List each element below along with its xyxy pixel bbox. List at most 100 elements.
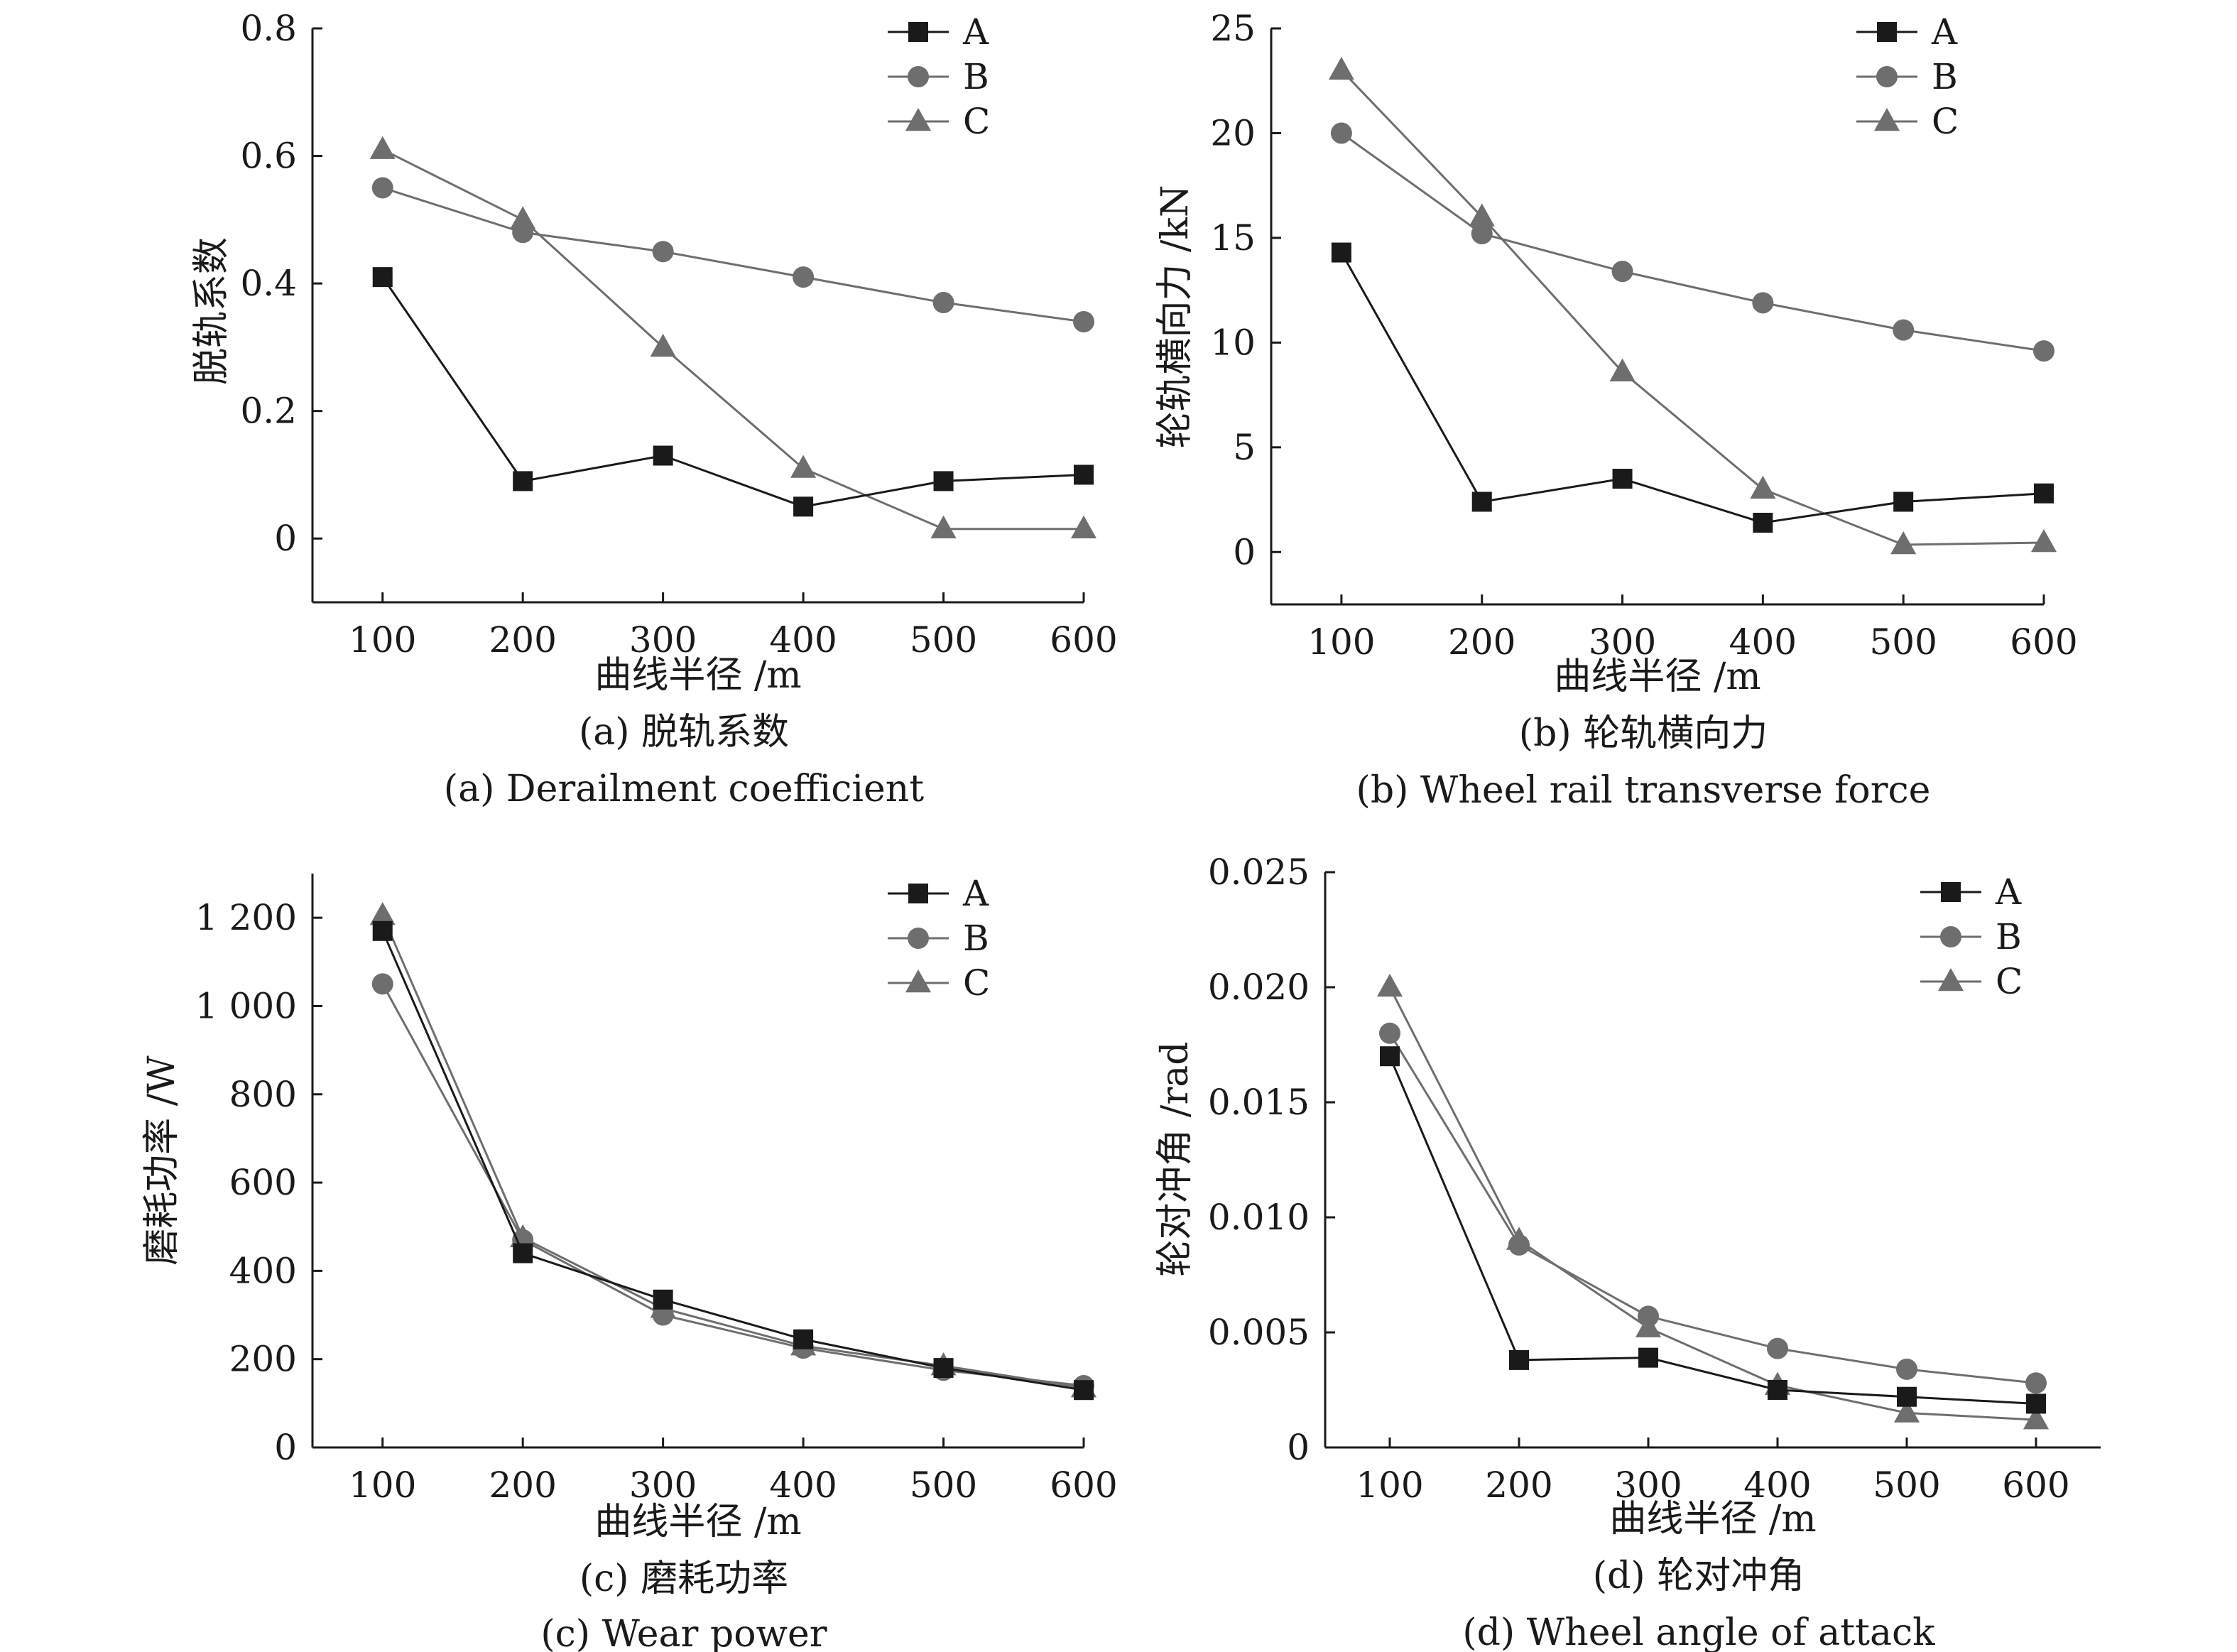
data-point-C	[650, 333, 676, 357]
y-tick-label: 0.020	[1208, 967, 1310, 1008]
legend: ABC	[1920, 871, 2023, 1002]
x-tick-label: 300	[1614, 1464, 1682, 1506]
legend-label-B: B	[1932, 56, 1958, 97]
x-tick-label: 400	[1729, 621, 1797, 663]
series-C	[1376, 974, 2050, 1430]
series-B	[1330, 122, 2054, 362]
y-tick-label: 20	[1210, 112, 1256, 153]
series-C	[369, 136, 1097, 539]
series-line-C	[381, 915, 1084, 1389]
x-tick-label: 600	[1050, 619, 1117, 661]
caption-english: (d) Wheel angle of attack	[1462, 1612, 1935, 1652]
data-point-A	[653, 1289, 673, 1310]
y-tick-label: 15	[1210, 217, 1256, 259]
series-line-C	[1388, 987, 2037, 1421]
series-B	[1379, 1022, 2047, 1394]
data-point-A	[513, 471, 533, 491]
series-line-B	[382, 187, 1084, 323]
data-point-B	[652, 1304, 674, 1326]
legend-marker-A	[908, 22, 928, 42]
x-axis-label: 曲线半径 /m	[594, 1501, 801, 1543]
data-point-B	[1752, 292, 1774, 314]
x-tick-label: 400	[1743, 1464, 1811, 1506]
data-point-A	[1509, 1349, 1529, 1370]
series-A	[1331, 242, 2054, 533]
y-tick-label: 0.2	[240, 391, 297, 432]
data-point-B	[1896, 1358, 1917, 1380]
legend-label-C: C	[1996, 961, 2023, 1002]
legend-marker-B	[908, 66, 929, 87]
legend-marker-B	[908, 928, 929, 949]
x-tick-label: 200	[1485, 1464, 1552, 1506]
x-tick-label: 300	[629, 619, 697, 661]
x-tick-label: 400	[769, 619, 837, 661]
data-point-B	[1611, 261, 1633, 283]
series-A	[372, 267, 1094, 517]
x-tick-label: 600	[2010, 621, 2077, 663]
data-point-B	[371, 177, 393, 199]
data-point-C	[1750, 475, 1776, 499]
y-tick-label: 0.005	[1208, 1312, 1310, 1353]
data-point-C	[1469, 203, 1495, 227]
legend: ABC	[888, 11, 990, 142]
series-line-C	[1340, 69, 2045, 546]
legend-marker-A	[1941, 882, 1961, 902]
series-A	[372, 920, 1094, 1401]
x-tick-label: 100	[1307, 621, 1375, 663]
data-point-C	[1070, 515, 1097, 539]
y-tick-label: 800	[229, 1074, 297, 1115]
y-tick-label: 0	[274, 518, 297, 559]
data-point-B	[371, 973, 393, 995]
data-point-C	[1890, 531, 1917, 555]
x-tick-label: 500	[910, 619, 977, 661]
data-point-A	[933, 471, 954, 491]
data-point-C	[2030, 529, 2057, 553]
chart-panel-a: 0 0.2 0.4 0.6 0.8 100 200 300 400 500 600 曲线半径 /m 脱轨…	[190, 8, 1118, 810]
x-tick-label: 100	[349, 1464, 416, 1506]
data-point-B	[1073, 310, 1094, 332]
y-axis-label: 磨耗功率 /W	[141, 1055, 183, 1266]
data-point-A	[653, 445, 673, 466]
y-tick-label: 0.6	[240, 136, 297, 177]
x-tick-label: 300	[1589, 621, 1656, 663]
data-point-A	[1768, 1380, 1787, 1400]
series-line-C	[382, 148, 1084, 531]
y-tick-label: 10	[1210, 322, 1256, 363]
x-tick-label: 100	[1356, 1464, 1423, 1506]
caption-chinese: (a) 脱轨系数	[579, 711, 789, 754]
series-B	[371, 973, 1094, 1396]
legend-label-C: C	[963, 962, 990, 1004]
data-point-B	[512, 222, 534, 244]
x-tick-label: 200	[489, 619, 556, 661]
x-tick-label: 600	[2002, 1464, 2069, 1506]
y-tick-label: 400	[229, 1250, 297, 1291]
data-point-B	[1893, 319, 1915, 341]
legend-marker-A	[908, 884, 928, 903]
y-tick-label: 0.010	[1208, 1197, 1310, 1238]
legend-label-B: B	[963, 56, 989, 97]
y-axis-label: 脱轨系数	[190, 237, 233, 385]
data-point-B	[1638, 1305, 1659, 1327]
y-tick-label: 0.015	[1208, 1082, 1310, 1123]
y-tick-label: 600	[229, 1162, 297, 1203]
caption-english: (c) Wear power	[540, 1613, 827, 1652]
series-line-A	[381, 930, 1084, 1391]
legend-marker-A	[1877, 22, 1897, 42]
data-point-C	[369, 136, 396, 159]
data-point-A	[1638, 1347, 1658, 1368]
data-point-A	[2026, 1393, 2046, 1414]
x-axis-label: 曲线半径 /m	[594, 654, 801, 697]
series-line-A	[1340, 251, 2045, 524]
data-point-A	[933, 1358, 954, 1379]
data-point-A	[372, 920, 393, 941]
series-line-A	[1388, 1055, 2037, 1405]
data-point-A	[2034, 483, 2054, 504]
x-tick-label: 200	[1448, 621, 1515, 663]
legend-label-C: C	[963, 101, 990, 142]
data-point-B	[652, 241, 674, 263]
legend-marker-C	[905, 108, 932, 131]
data-point-A	[1331, 242, 1351, 263]
chart-panel-c: 0 200 400 600 800 1 000 1 200 100 200 300 400 500 60…	[141, 873, 1118, 1652]
data-point-B	[932, 292, 954, 314]
